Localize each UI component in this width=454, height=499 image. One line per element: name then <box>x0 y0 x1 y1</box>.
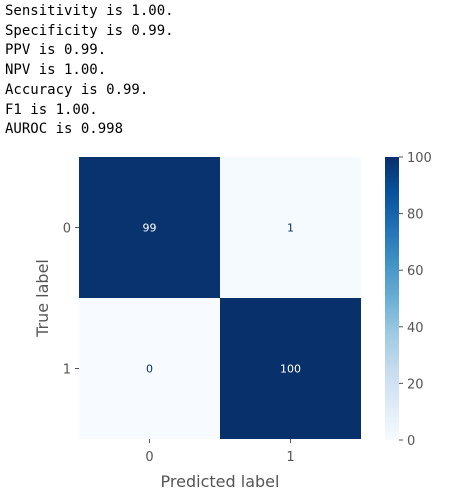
heatmap-cells <box>79 157 361 439</box>
metric-specificity: Specificity is 0.99. <box>5 22 174 39</box>
metric-sensitivity: Sensitivity is 1.00. <box>5 3 174 19</box>
heatmap-cell <box>79 298 220 439</box>
colorbar-tick-label: 0 <box>407 434 415 449</box>
cell-value-label: 1 <box>287 222 294 235</box>
heatmap-cell <box>220 157 361 298</box>
metric-auroc: AUROC is 0.998 <box>5 121 124 138</box>
colorbar <box>385 157 399 440</box>
colorbar-tick-label: 100 <box>407 151 432 166</box>
colorbar-tick-label: 80 <box>407 208 424 223</box>
colorbar-tick-label: 40 <box>407 321 424 336</box>
cell-value-label: 0 <box>146 363 153 376</box>
heatmap-cell <box>220 298 361 439</box>
metric-accuracy: Accuracy is 0.99. <box>5 81 149 98</box>
y-axis-ticks: 01 <box>63 222 79 378</box>
y-axis-label: True label <box>33 259 52 338</box>
x-tick-label: 1 <box>286 450 294 465</box>
y-tick-label: 0 <box>63 222 71 237</box>
metric-npv: NPV is 1.00. <box>5 62 107 79</box>
x-axis-label: Predicted label <box>161 472 280 491</box>
x-tick-label: 0 <box>145 450 153 465</box>
metrics-output: Sensitivity is 1.00. Specificity is 0.99… <box>5 2 174 140</box>
cell-value-label: 99 <box>143 222 157 235</box>
cell-value-labels: 99 1 0 100 <box>143 222 302 376</box>
heatmap-cell <box>79 157 220 298</box>
metric-f1: F1 is 1.00. <box>5 101 98 118</box>
metric-ppv: PPV is 0.99. <box>5 42 107 59</box>
colorbar-tick-label: 20 <box>407 377 424 392</box>
y-tick-label: 1 <box>63 363 71 378</box>
cell-value-label: 100 <box>280 363 301 376</box>
colorbar-ticks: 0 20 40 60 80 100 <box>399 151 432 449</box>
colorbar-tick-label: 60 <box>407 264 424 279</box>
